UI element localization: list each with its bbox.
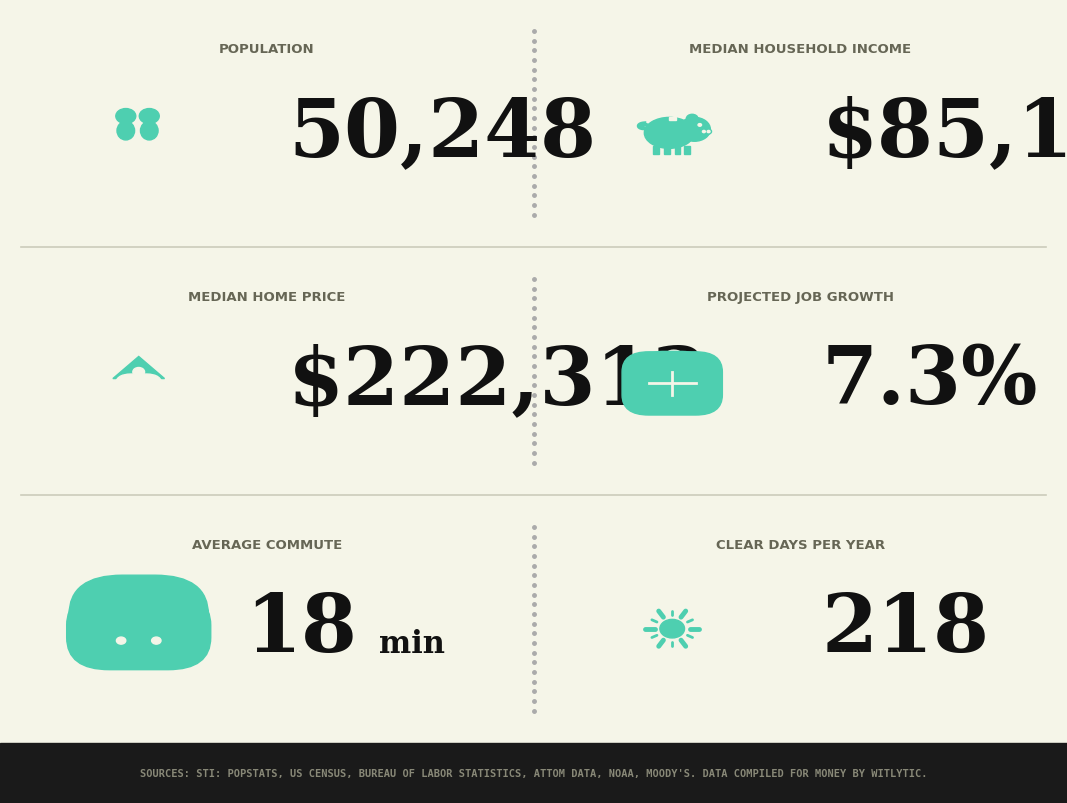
Text: CLEAR DAYS PER YEAR: CLEAR DAYS PER YEAR xyxy=(716,538,885,551)
Text: SOURCES: STI: POPSTATS, US CENSUS, BUREAU OF LABOR STATISTICS, ATTOM DATA, NOAA,: SOURCES: STI: POPSTATS, US CENSUS, BUREA… xyxy=(140,768,927,778)
Circle shape xyxy=(707,131,710,133)
Bar xyxy=(674,147,681,155)
Circle shape xyxy=(679,118,711,142)
Circle shape xyxy=(132,368,145,377)
Circle shape xyxy=(152,638,161,644)
Ellipse shape xyxy=(117,122,134,141)
Polygon shape xyxy=(113,357,164,379)
Text: POPULATION: POPULATION xyxy=(219,43,315,56)
Circle shape xyxy=(116,109,136,124)
Text: $222,313: $222,313 xyxy=(288,342,708,420)
Circle shape xyxy=(686,115,698,124)
Bar xyxy=(684,147,689,155)
Text: MEDIAN HOME PRICE: MEDIAN HOME PRICE xyxy=(188,291,346,304)
Bar xyxy=(0,743,1067,803)
Circle shape xyxy=(702,131,705,133)
FancyBboxPatch shape xyxy=(66,593,211,670)
Circle shape xyxy=(698,124,702,127)
Text: 18: 18 xyxy=(245,590,357,668)
Text: 218: 218 xyxy=(822,590,990,668)
Ellipse shape xyxy=(644,118,695,149)
Bar xyxy=(653,147,659,155)
Ellipse shape xyxy=(701,129,712,136)
Circle shape xyxy=(147,634,165,648)
FancyBboxPatch shape xyxy=(115,374,162,412)
Text: 50,248: 50,248 xyxy=(288,95,596,173)
Circle shape xyxy=(140,109,159,124)
Text: 7.3%: 7.3% xyxy=(822,342,1038,420)
Circle shape xyxy=(659,620,685,638)
Text: MEDIAN HOUSEHOLD INCOME: MEDIAN HOUSEHOLD INCOME xyxy=(689,43,911,56)
Text: PROJECTED JOB GROWTH: PROJECTED JOB GROWTH xyxy=(706,291,894,304)
Text: $85,160: $85,160 xyxy=(822,95,1067,173)
Ellipse shape xyxy=(141,122,158,141)
FancyBboxPatch shape xyxy=(69,576,208,666)
Bar xyxy=(669,118,675,120)
Text: AVERAGE COMMUTE: AVERAGE COMMUTE xyxy=(192,538,341,551)
Text: min: min xyxy=(379,628,445,658)
FancyBboxPatch shape xyxy=(622,353,722,415)
Circle shape xyxy=(116,638,126,644)
Bar xyxy=(664,147,670,155)
Bar xyxy=(118,377,159,400)
Circle shape xyxy=(112,634,130,648)
